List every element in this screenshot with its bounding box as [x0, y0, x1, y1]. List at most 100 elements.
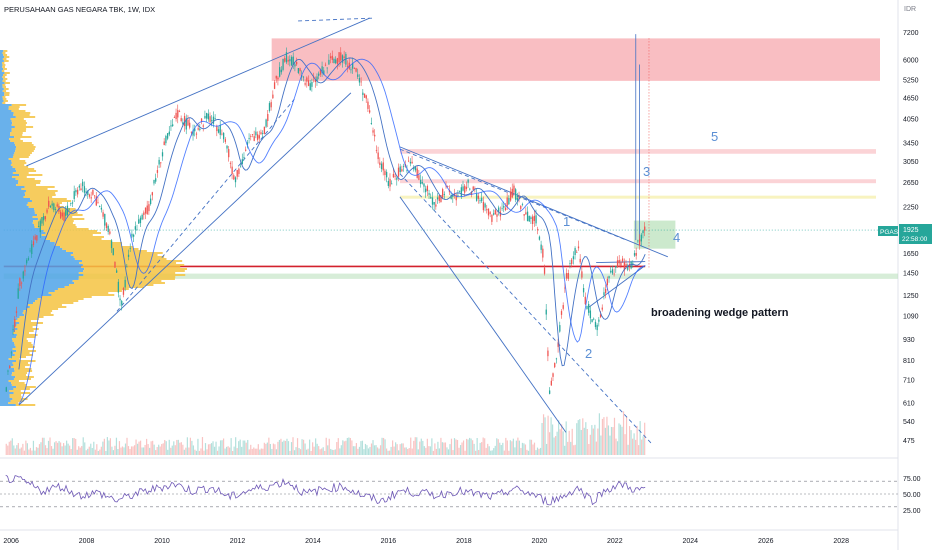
volume-bar: [372, 440, 374, 455]
candle-body: [603, 292, 605, 295]
volume-bar: [19, 448, 21, 455]
candle-body: [41, 217, 43, 224]
candle-body: [212, 116, 215, 124]
volume-bar: [517, 437, 519, 455]
volume-profile-sell: [28, 206, 64, 208]
volume-bar: [635, 439, 637, 455]
volume-bar: [259, 449, 261, 455]
candle-body: [574, 248, 576, 256]
volume-bar: [315, 438, 317, 455]
volume-profile-sell: [15, 346, 35, 348]
volume-profile-buy: [0, 308, 27, 310]
volume-profile-sell: [73, 256, 165, 258]
candle-body: [211, 120, 213, 122]
volume-bar: [536, 447, 539, 455]
candle-body: [287, 59, 289, 62]
volume-profile-buy: [0, 394, 10, 396]
candle-body: [616, 260, 619, 267]
volume-bar: [247, 439, 249, 455]
volume-bar: [155, 450, 157, 455]
candle-body: [596, 325, 598, 331]
volume-bar: [595, 441, 597, 455]
candle-body: [136, 229, 138, 231]
candle-body: [418, 175, 420, 180]
volume-bar: [636, 425, 638, 455]
volume-bar: [426, 438, 428, 455]
volume-bar: [422, 440, 424, 455]
volume-bar: [50, 446, 53, 455]
candle-body: [640, 234, 642, 242]
candle-body: [102, 212, 104, 217]
candle-body: [311, 81, 313, 87]
candle-body: [200, 118, 203, 122]
volume-bar: [5, 443, 7, 455]
candle-body: [54, 209, 57, 211]
candle-body: [530, 217, 532, 219]
volume-bar: [545, 443, 548, 455]
volume-bar: [313, 446, 315, 455]
candle-body: [151, 192, 153, 196]
volume-bar: [497, 439, 499, 455]
candle-body: [560, 311, 563, 315]
volume-bar: [423, 446, 425, 455]
volume-bar: [254, 448, 256, 455]
volume-profile-buy: [0, 78, 4, 80]
volume-profile-sell: [46, 236, 104, 238]
volume-profile-sell: [14, 354, 34, 356]
volume-profile-buy: [0, 306, 30, 308]
volume-bar: [135, 439, 137, 455]
volume-bar: [34, 450, 36, 455]
candle-body: [14, 318, 16, 328]
volume-profile-buy: [0, 148, 16, 150]
volume-profile-buy: [0, 292, 49, 294]
volume-profile-buy: [0, 186, 25, 188]
upper-channel-dashed: [298, 17, 374, 22]
candle-body: [10, 352, 13, 354]
candle-body: [482, 201, 485, 211]
volume-profile-buy: [0, 50, 4, 52]
candle-body: [508, 198, 510, 205]
volume-bar: [272, 443, 274, 455]
candle-body: [352, 63, 354, 69]
volume-profile-buy: [0, 262, 80, 264]
candle-body: [51, 203, 53, 206]
candle-body: [470, 191, 473, 195]
volume-profile-buy: [0, 136, 15, 138]
volume-bar: [644, 422, 646, 455]
volume-bar: [360, 441, 362, 455]
volume-profile-buy: [0, 392, 14, 394]
candle-body: [516, 197, 519, 201]
volume-profile-sell: [27, 304, 62, 306]
volume-bar: [340, 445, 342, 455]
volume-profile-buy: [0, 144, 16, 146]
volume-profile-buy: [0, 376, 16, 378]
volume-bar: [337, 438, 339, 455]
volume-bar: [518, 440, 521, 455]
candle-body: [183, 116, 186, 127]
volume-bar: [40, 442, 42, 455]
volume-profile-sell: [26, 204, 60, 206]
candle-body: [277, 77, 279, 80]
volume-bar: [330, 448, 332, 455]
volume-bar: [616, 441, 619, 455]
volume-profile-sell: [3, 60, 9, 62]
volume-bar: [506, 440, 508, 455]
volume-bar: [307, 448, 309, 455]
volume-profile-sell: [18, 182, 41, 184]
volume-profile-sell: [3, 54, 8, 56]
volume-profile-sell: [10, 400, 24, 402]
volume-bar: [367, 448, 370, 455]
candle-body: [95, 196, 97, 206]
candle-body: [119, 298, 121, 301]
volume-bar: [509, 440, 511, 455]
volume-bar: [361, 440, 364, 455]
volume-bar: [395, 442, 397, 455]
volume-bar: [631, 438, 634, 455]
candle-body: [284, 58, 286, 62]
candle-body: [355, 68, 357, 72]
candle-body: [392, 173, 395, 178]
volume-bar: [235, 437, 237, 455]
volume-profile-buy: [0, 390, 10, 392]
